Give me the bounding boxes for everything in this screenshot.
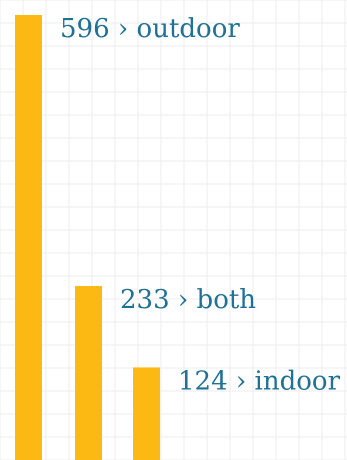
bar-indoor (133, 367, 160, 460)
bar-both (75, 286, 102, 460)
data-labels: 596 › outdoor 233 › both 124 › indoor (60, 14, 341, 396)
data-label-both: 233 › both (120, 285, 256, 315)
data-label-indoor: 124 › indoor (178, 366, 341, 396)
bars (15, 14, 160, 460)
bar-outdoor (15, 14, 42, 460)
data-label-outdoor: 596 › outdoor (60, 14, 240, 44)
